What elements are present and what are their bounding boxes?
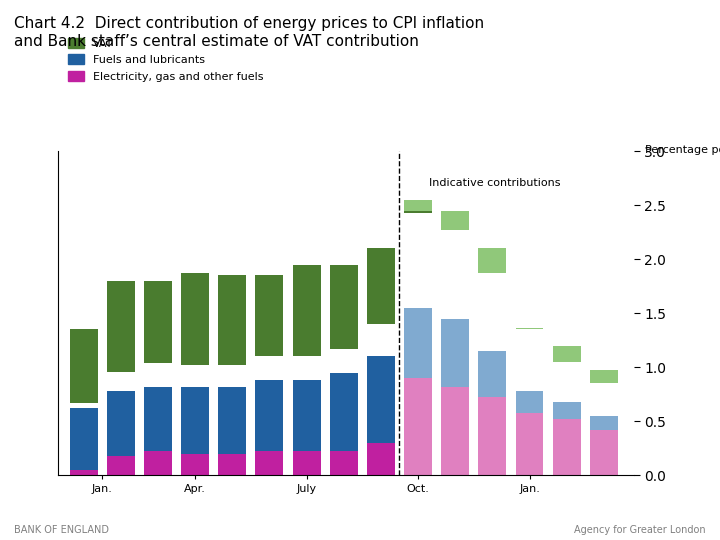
Bar (441, 319, 469, 387)
Bar (107, 281, 135, 372)
Bar (404, 200, 432, 211)
Bar (553, 419, 580, 475)
Legend: VAT, Fuels and lubricants, Electricity, gas and other fuels: VAT, Fuels and lubricants, Electricity, … (63, 33, 268, 86)
Bar (553, 346, 580, 362)
Bar (218, 454, 246, 475)
Bar (70, 408, 97, 470)
Bar (404, 308, 432, 378)
Bar (218, 387, 246, 454)
Bar (181, 387, 209, 454)
Bar (256, 451, 284, 475)
Bar (441, 387, 469, 475)
Bar (404, 380, 432, 475)
Bar (144, 451, 172, 475)
Bar (330, 451, 358, 475)
Bar (553, 402, 580, 419)
Bar (144, 281, 172, 363)
Bar (479, 351, 506, 397)
Bar (404, 308, 432, 380)
Bar (256, 380, 284, 451)
Bar (516, 328, 544, 329)
Bar (404, 203, 432, 213)
Bar (479, 248, 506, 273)
Bar (367, 248, 395, 324)
Text: Indicative contributions: Indicative contributions (429, 178, 561, 188)
Bar (181, 454, 209, 475)
Bar (590, 430, 618, 475)
Bar (181, 273, 209, 365)
Bar (590, 416, 618, 430)
Bar (107, 456, 135, 475)
Text: Agency for Greater London: Agency for Greater London (574, 524, 706, 535)
Bar (292, 451, 320, 475)
Bar (70, 329, 97, 403)
Bar (330, 265, 358, 349)
Bar (256, 275, 284, 356)
Bar (404, 378, 432, 475)
Text: BANK OF ENGLAND: BANK OF ENGLAND (14, 524, 109, 535)
Bar (330, 373, 358, 451)
Text: Chart 4.2  Direct contribution of energy prices to CPI inflation
and Bank staff’: Chart 4.2 Direct contribution of energy … (14, 16, 485, 49)
Bar (292, 265, 320, 356)
Bar (441, 211, 469, 230)
Bar (367, 356, 395, 443)
Bar (70, 470, 97, 475)
Bar (516, 391, 544, 413)
Bar (516, 413, 544, 475)
Bar (107, 391, 135, 456)
Bar (144, 387, 172, 451)
Y-axis label: Percentage points: Percentage points (645, 145, 720, 155)
Bar (590, 370, 618, 383)
Bar (367, 443, 395, 475)
Bar (218, 275, 246, 365)
Bar (479, 397, 506, 475)
Bar (292, 380, 320, 451)
